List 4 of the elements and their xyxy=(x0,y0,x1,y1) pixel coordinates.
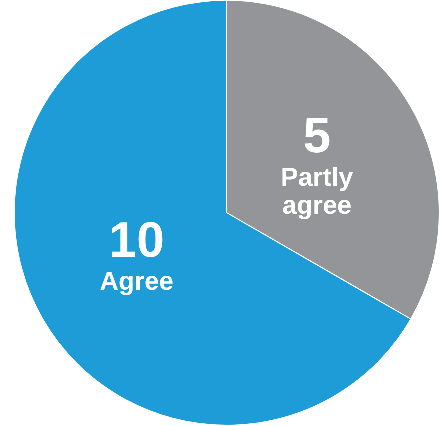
data-label: 5 xyxy=(303,108,332,164)
slice-label: Agree xyxy=(100,266,174,296)
slice-label: Partly agree xyxy=(281,162,354,220)
data-label: 10 xyxy=(109,212,165,268)
